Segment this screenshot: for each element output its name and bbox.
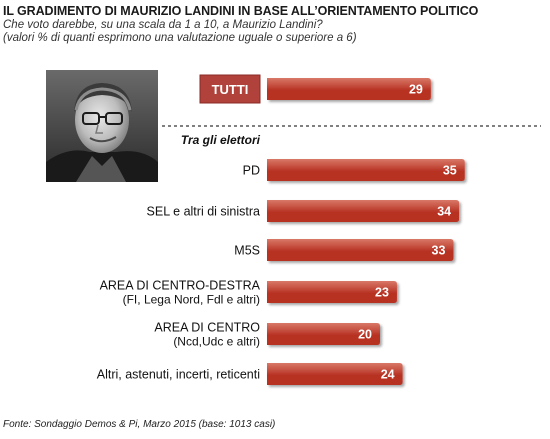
source-note: Fonte: Sondaggio Demos & Pi, Marzo 2015 … xyxy=(3,419,276,430)
category-label-3-line-0: AREA DI CENTRO-DESTRA xyxy=(100,279,261,293)
chart-subtitle: Che voto darebbe, su una scala da 1 a 10… xyxy=(3,19,357,45)
category-label-5: Altri, astenuti, incerti, reticenti xyxy=(97,368,260,382)
portrait-photo xyxy=(46,70,158,182)
bar-value-1: 34 xyxy=(437,205,451,219)
bar-3 xyxy=(267,281,397,303)
category-label-4-line-0: AREA DI CENTRO xyxy=(154,321,260,335)
group-label: Tra gli elettori xyxy=(181,133,261,147)
bar-value-4: 20 xyxy=(358,328,372,342)
bar-4 xyxy=(267,323,380,345)
bar-total xyxy=(267,78,431,100)
bar-value-2: 33 xyxy=(432,244,446,258)
total-row: TUTTI 29 xyxy=(199,74,431,104)
category-label-1: SEL e altri di sinistra xyxy=(147,205,261,219)
total-badge xyxy=(199,74,261,104)
bar-value-3: 23 xyxy=(375,286,389,300)
category-label-2: M5S xyxy=(234,244,260,258)
total-label: TUTTI xyxy=(212,82,249,97)
bar-1 xyxy=(267,200,460,222)
bar-5 xyxy=(267,363,403,385)
bar-value-0: 35 xyxy=(443,164,457,178)
bar-value-5: 24 xyxy=(381,368,395,382)
bar-2 xyxy=(267,239,454,261)
chart-title: IL GRADIMENTO DI MAURIZIO LANDINI IN BAS… xyxy=(3,4,479,18)
category-label-0: PD xyxy=(243,164,260,178)
category-label-4-line-1: (Ncd,Udc e altri) xyxy=(173,335,260,349)
bars: PD 35 SEL e altri di sinistra 34 M5S 33 AREA D… xyxy=(97,159,465,385)
bar-value-total: 29 xyxy=(409,83,423,97)
subtitle-line-2: (valori % di quanti esprimono una valuta… xyxy=(3,32,357,44)
category-label-3-line-1: (FI, Lega Nord, Fdl e altri) xyxy=(123,293,260,307)
subtitle-line-1: Che voto darebbe, su una scala da 1 a 10… xyxy=(3,19,323,31)
bar-0 xyxy=(267,159,465,181)
